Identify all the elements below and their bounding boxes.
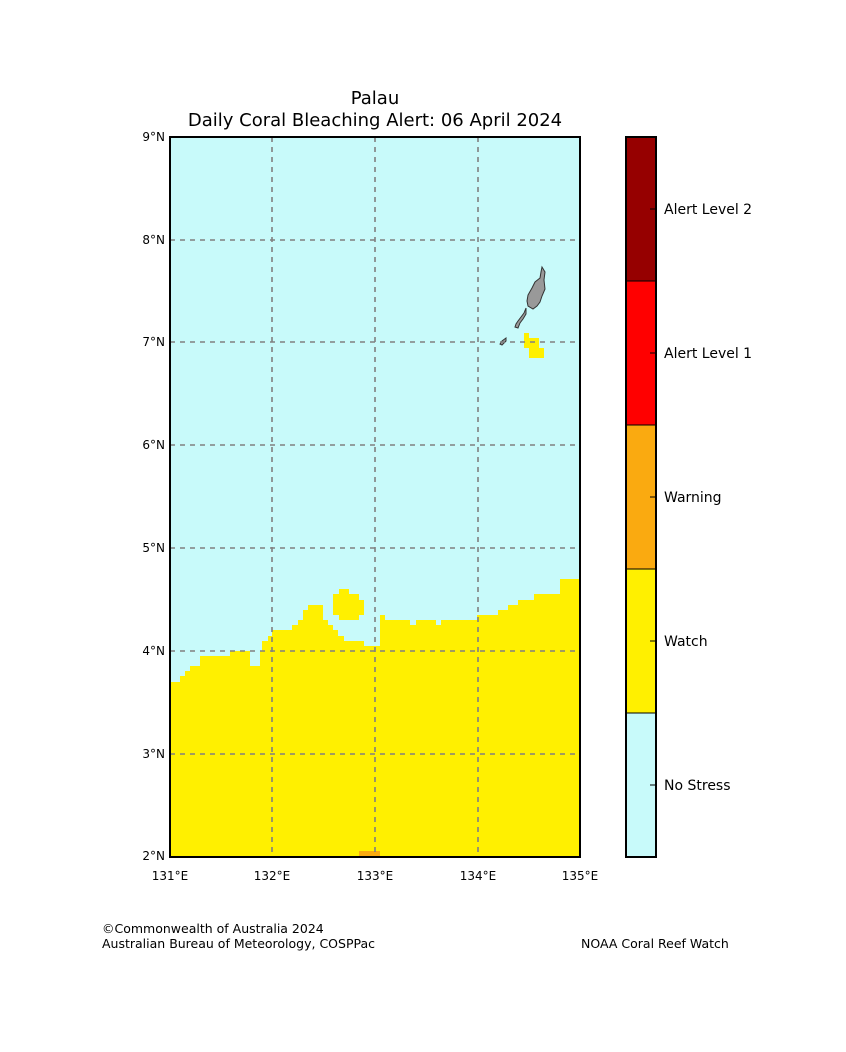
y-tick-label: 5°N [142, 541, 165, 555]
legend-label-no-stress: No Stress [664, 778, 731, 794]
warning-patch [359, 851, 380, 857]
x-tick-label: 133°E [357, 869, 394, 883]
x-tick-label: 131°E [152, 869, 189, 883]
y-tick-label: 7°N [142, 335, 165, 349]
y-tick-label: 4°N [142, 644, 165, 658]
y-tick-label: 3°N [142, 747, 165, 761]
x-axis-labels: 131°E 132°E 133°E 134°E 135°E [152, 869, 599, 883]
x-tick-label: 135°E [562, 869, 599, 883]
copyright-line: ©Commonwealth of Australia 2024 [102, 921, 324, 936]
y-tick-label: 8°N [142, 233, 165, 247]
copyright-credit: ©Commonwealth of Australia 2024 Australi… [102, 921, 375, 951]
x-tick-label: 132°E [254, 869, 291, 883]
watch-patch-islet [328, 589, 364, 620]
legend-label-alert-level-1: Alert Level 1 [664, 346, 752, 362]
y-tick-label: 9°N [142, 130, 165, 144]
bureau-line: Australian Bureau of Meteorology, COSPPa… [102, 936, 375, 951]
legend-label-warning: Warning [664, 490, 722, 506]
noaa-credit: NOAA Coral Reef Watch [581, 936, 729, 951]
map-panel [169, 136, 581, 858]
y-tick-label: 2°N [142, 849, 165, 863]
legend-label-watch: Watch [664, 634, 708, 650]
x-tick-label: 134°E [460, 869, 497, 883]
y-tick-label: 6°N [142, 438, 165, 452]
y-axis-labels: 2°N 3°N 4°N 5°N 6°N 7°N 8°N 9°N [142, 130, 165, 863]
colorbar: No Stress Watch Warning Alert Level 1 Al… [625, 136, 752, 858]
map-subtitle: Daily Coral Bleaching Alert: 06 April 20… [187, 110, 563, 131]
watch-patch-palau [524, 333, 544, 358]
colorbar-frame [625, 136, 657, 858]
palau-land [499, 265, 546, 346]
map-title: Palau [350, 88, 400, 109]
map-frame [169, 136, 581, 858]
gridlines [170, 137, 580, 857]
legend-label-alert-level-2: Alert Level 2 [664, 202, 752, 218]
